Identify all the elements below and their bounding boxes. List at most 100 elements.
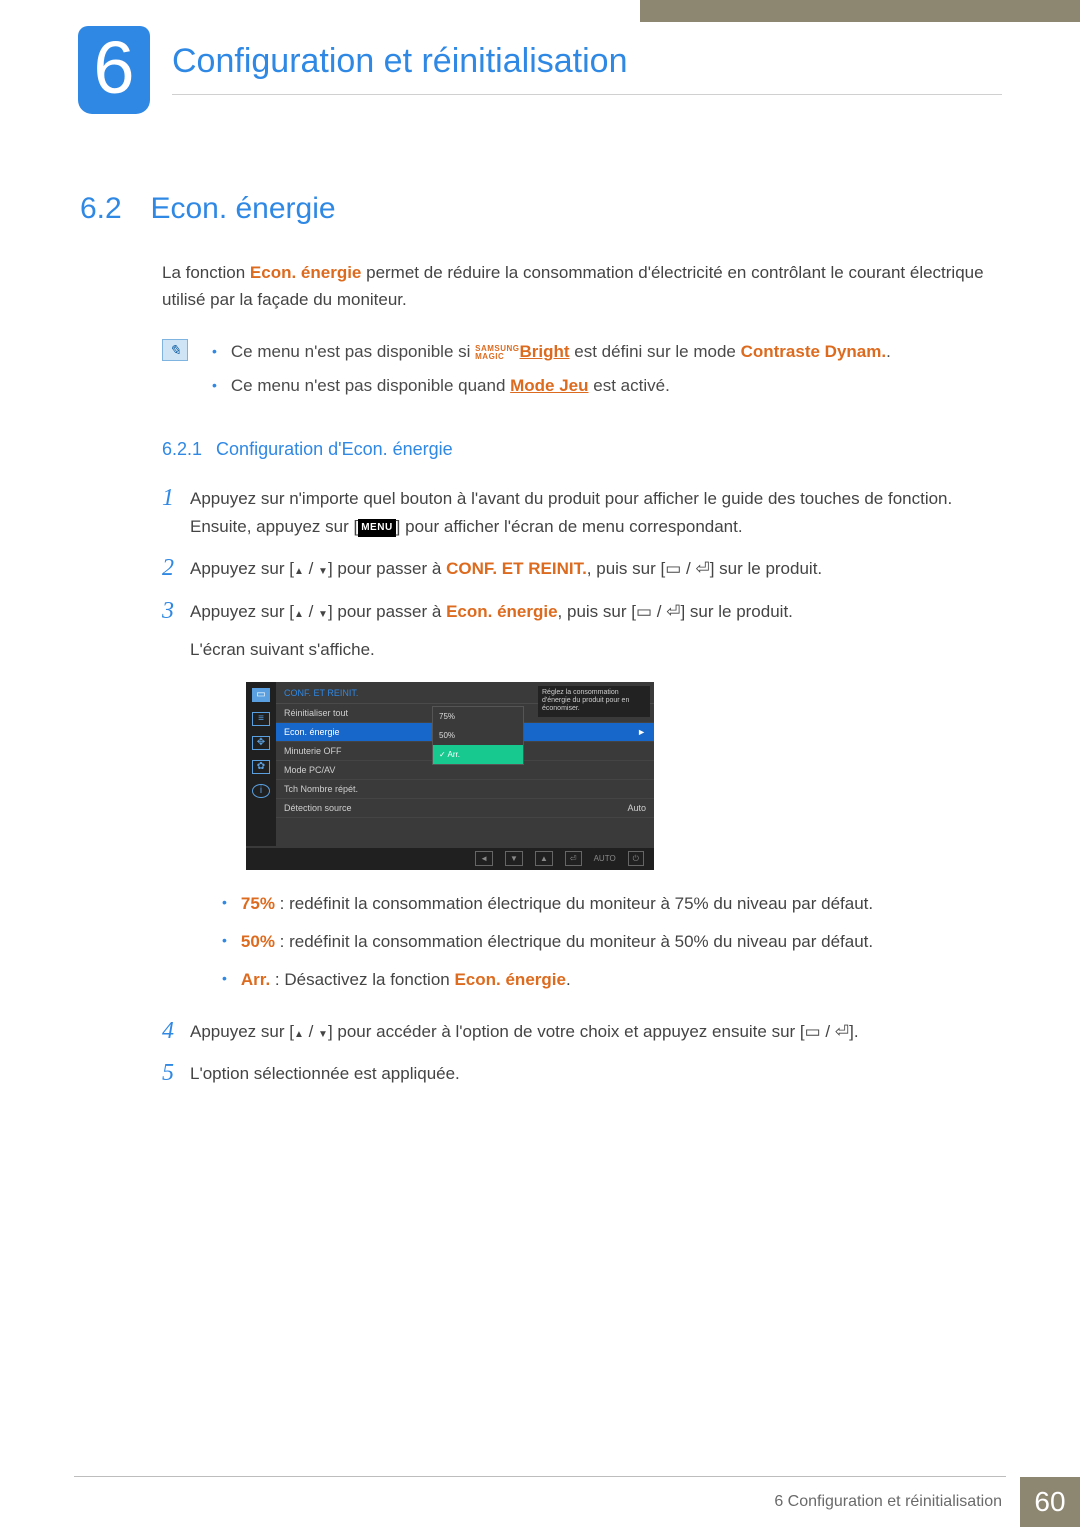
note-text: Ce menu n'est pas disponible quand Mode … [231,373,670,399]
t: MAGIC [475,352,504,361]
down-icon: ▼ [505,851,523,866]
t: 50% [241,932,275,951]
intro-term: Econ. énergie [250,263,361,282]
enter-icon: ⏎ [666,602,680,621]
t: Appuyez sur [ [190,602,294,621]
option-bullets: • 75% : redéfinit la consommation électri… [222,890,1000,994]
section-heading: 6.2 Econ. énergie [80,186,1000,231]
up-icon: ▲ [535,851,553,866]
intro-prefix: La fonction [162,263,250,282]
t: L'écran suivant s'affiche. [190,636,1000,664]
contrast-term: Contraste Dynam. [741,342,886,361]
bullet-icon: • [212,373,217,399]
t: Détection source [284,801,352,816]
gear-icon: ✿ [252,760,270,774]
t: Arr. [447,750,459,759]
osd-screenshot: ▭ ≡ ✥ ✿ i CONF. ET REINIT. Réinitialiser… [246,682,1000,870]
step: 1 Appuyez sur n'importe quel bouton à l'… [162,485,1000,541]
list-icon: ≡ [252,712,270,726]
chapter-number-badge: 6 [78,26,150,114]
t: ] pour accéder à l'option de votre choix… [328,1022,805,1041]
bullet-icon: • [222,928,227,956]
t: Ce menu n'est pas disponible quand [231,376,510,395]
t: ] sur le produit. [680,602,792,621]
down-icon [318,559,328,578]
t: 75% : redéfinit la consommation électriq… [241,890,873,918]
t: : redéfinit la consommation électrique d… [275,932,873,951]
t: ] sur le produit. [710,559,822,578]
samsung-magic-icon: SAMSUNGMAGIC [475,345,519,361]
header-divider [172,94,1002,95]
osd-sidebar: ▭ ≡ ✥ ✿ i [246,682,276,846]
t: , puis sur [ [587,559,665,578]
t: 50% : redéfinit la consommation électriq… [241,928,873,956]
t: est activé. [589,376,670,395]
step-number: 5 [162,1060,190,1088]
modejeu-link: Mode Jeu [510,376,588,395]
subsection-heading: 6.2.1 Configuration d'Econ. énergie [162,436,1000,463]
osd-main: CONF. ET REINIT. Réinitialiser tout Econ… [276,682,654,846]
note-text: Ce menu n'est pas disponible si SAMSUNGM… [231,339,891,365]
up-icon [294,559,304,578]
t: Ce menu n'est pas disponible si [231,342,475,361]
down-icon [318,1022,328,1041]
osd-row: Tch Nombre répét. [276,780,654,799]
t: Appuyez sur [ [190,559,294,578]
t: ] pour passer à [328,602,446,621]
up-icon [294,602,304,621]
t: . [886,342,891,361]
osd-row: Détection sourceAuto [276,799,654,818]
bullet-icon: • [222,890,227,918]
left-icon: ◄ [475,851,493,866]
t: Econ. énergie [284,725,340,740]
t: Econ. énergie [454,970,565,989]
auto-label: AUTO [594,852,616,865]
osd-bottom-bar: ◄ ▼ ▲ ⏎ AUTO ⏻ [246,848,654,870]
intro-paragraph: La fonction Econ. énergie permet de rédu… [162,259,1000,313]
subsection-number: 6.2.1 [162,439,202,459]
bright-link: Bright [520,342,570,361]
osd-tooltip: Réglez la consommation d'énergie du prod… [538,686,650,717]
bullet-icon: • [212,339,217,365]
t: ]. [849,1022,858,1041]
osd-submenu: 75% 50% ✓ Arr. [432,706,524,766]
down-icon [318,602,328,621]
osd-option: 50% [433,726,523,745]
step-number: 4 [162,1018,190,1046]
step-body: Appuyez sur [ / ] pour passer à CONF. ET… [190,555,1000,583]
t: Appuyez sur [ [190,1022,294,1041]
enter-icon: ⏎ [835,1022,849,1041]
t: est défini sur le mode [570,342,741,361]
t: ] pour passer à [328,559,446,578]
steps-list: 1 Appuyez sur n'importe quel bouton à l'… [162,485,1000,1087]
enter-icon: ⏎ [565,851,582,866]
note-list: • Ce menu n'est pas disponible si SAMSUN… [212,339,1000,406]
conf-term: CONF. ET REINIT. [446,559,587,578]
step-number: 2 [162,555,190,583]
section-title: Econ. énergie [150,192,335,225]
bullet-icon: • [222,966,227,994]
t: 75% [241,894,275,913]
up-icon [294,1022,304,1041]
osd-option: 75% [433,707,523,726]
t: : Désactivez la fonction [270,970,454,989]
info-icon: i [252,784,270,798]
bullet: • 50% : redéfinit la consommation électri… [222,928,1000,956]
t: Arr. [241,970,270,989]
step-body: Appuyez sur [ / ] pour accéder à l'optio… [190,1018,1000,1046]
step: 2 Appuyez sur [ / ] pour passer à CONF. … [162,555,1000,583]
osd-option-selected: ✓ Arr. [433,745,523,764]
step-body: Appuyez sur n'importe quel bouton à l'av… [190,485,1000,541]
rect-icon: ▭ [665,559,681,578]
section-number: 6.2 [80,192,122,225]
subsection-title: Configuration d'Econ. énergie [216,439,453,459]
note-row: • Ce menu n'est pas disponible quand Mod… [212,373,1000,399]
footer-chapter: 6 Configuration et réinitialisation [756,1477,1020,1527]
t: ] pour afficher l'écran de menu correspo… [396,517,743,536]
footer: 6 Configuration et réinitialisation 60 [0,1477,1080,1527]
step-number: 3 [162,598,190,1004]
page-number: 60 [1020,1477,1080,1527]
page-content: 6.2 Econ. énergie La fonction Econ. éner… [80,186,1000,1102]
note-icon: ✎ [162,339,188,361]
t: : redéfinit la consommation électrique d… [275,894,873,913]
